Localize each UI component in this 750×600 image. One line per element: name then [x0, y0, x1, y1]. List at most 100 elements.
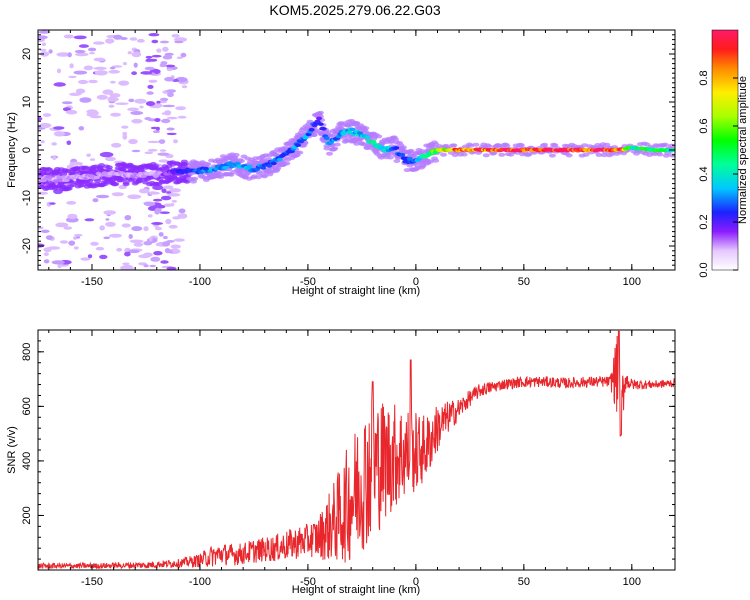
- heatmap-cell: [156, 48, 162, 53]
- heatmap-cell: [158, 159, 169, 163]
- heatmap-cell: [99, 225, 105, 231]
- heatmap-cell: [472, 142, 480, 147]
- heatmap-cell: [147, 214, 153, 218]
- heatmap-cell: [159, 40, 170, 44]
- heatmap-cell: [204, 162, 212, 167]
- colorbar-tick-label: 0.8: [698, 70, 710, 85]
- heatmap-cell: [164, 203, 172, 207]
- heatmap-cell: [73, 246, 79, 250]
- heatmap-cell: [148, 33, 160, 37]
- heatmap-cell: [302, 135, 309, 140]
- heatmap-cell: [295, 143, 301, 147]
- heatmap-cell: [105, 156, 116, 162]
- heatmap-cell: [392, 137, 400, 142]
- heatmap-cell: [166, 89, 176, 93]
- colorbar-tick-label: 0.4: [698, 166, 710, 181]
- heatmap-cell: [63, 226, 73, 230]
- heatmap-cell: [143, 264, 149, 268]
- heatmap-cell: [656, 152, 664, 157]
- heatmap-cell: [157, 152, 170, 156]
- spectrogram-xlabel: Height of straight line (km): [292, 285, 420, 297]
- heatmap-cell: [154, 226, 162, 231]
- heatmap-cell: [326, 151, 333, 156]
- heatmap-cell: [115, 102, 129, 105]
- heatmap-cell: [47, 246, 61, 250]
- heatmap-cell: [503, 143, 511, 148]
- heatmap-cell: [88, 79, 98, 84]
- heatmap-cell: [274, 166, 282, 171]
- heatmap-cell: [399, 145, 407, 150]
- heatmap-cell: [93, 175, 100, 180]
- y-tick-label: 10: [21, 96, 33, 108]
- heatmap-cell: [38, 175, 43, 179]
- heatmap-cell: [144, 151, 154, 155]
- heatmap-cell: [254, 175, 262, 180]
- heatmap-cell: [41, 178, 47, 183]
- y-tick-label: 800: [21, 343, 33, 361]
- heatmap-cell: [152, 164, 160, 169]
- heatmap-cell: [346, 130, 353, 135]
- heatmap-cell: [107, 97, 119, 102]
- heatmap-cell: [127, 266, 134, 270]
- heatmap-cell: [43, 259, 50, 264]
- heatmap-cell: [432, 158, 440, 163]
- heatmap-cell: [237, 159, 245, 163]
- colorbar: 0.0 0.2 0.4 0.6 0.8 Normalized spectral ampl…: [698, 29, 749, 278]
- heatmap-cell: [375, 134, 383, 139]
- heatmap-cell: [131, 71, 138, 76]
- heatmap-cell: [99, 151, 114, 158]
- heatmap-cell: [161, 118, 171, 124]
- y-tick-label: 20: [21, 48, 33, 60]
- heatmap-cell: [42, 42, 46, 46]
- heatmap-cell: [110, 112, 121, 117]
- heatmap-cell: [73, 70, 88, 75]
- heatmap-cell: [128, 98, 135, 103]
- heatmap-cell: [80, 257, 91, 261]
- heatmap-cell: [111, 142, 122, 148]
- y-tick-label: -10: [21, 190, 33, 206]
- y-tick-label: 200: [21, 506, 33, 524]
- heatmap-cell: [108, 104, 115, 108]
- heatmap-cell: [38, 35, 48, 40]
- heatmap-cell: [119, 37, 128, 40]
- heatmap-cell: [148, 191, 157, 195]
- heatmap-cell: [153, 251, 163, 256]
- heatmap-cell: [296, 150, 304, 155]
- heatmap-cell: [108, 69, 121, 74]
- x-tick-label: 50: [518, 276, 530, 288]
- heatmap-cell: [56, 52, 70, 57]
- heatmap-cell: [56, 175, 63, 180]
- heatmap-cell: [246, 164, 253, 169]
- heatmap-cell: [111, 192, 124, 197]
- heatmap-cell: [173, 139, 178, 144]
- heatmap-cell: [127, 51, 132, 55]
- heatmap-cell: [105, 218, 110, 221]
- heatmap-cell: [139, 105, 144, 109]
- heatmap-cell: [143, 201, 156, 207]
- heatmap-cell: [98, 163, 105, 168]
- heatmap-cell: [75, 235, 81, 239]
- heatmap-cell: [40, 51, 50, 57]
- heatmap-cell: [140, 71, 153, 75]
- heatmap-cell: [87, 254, 93, 259]
- heatmap-cell: [145, 55, 153, 59]
- heatmap-cell: [176, 56, 184, 60]
- heatmap-cell: [482, 153, 490, 158]
- heatmap-cell: [49, 202, 56, 205]
- heatmap-cell: [323, 136, 330, 140]
- heatmap-cell: [138, 188, 150, 194]
- heatmap-cell: [166, 116, 178, 120]
- heatmap-cell: [63, 178, 70, 182]
- heatmap-cell: [105, 165, 113, 170]
- x-tick-label: 50: [518, 576, 530, 588]
- x-tick-label: 0: [413, 576, 419, 588]
- y-tick-label: 400: [21, 452, 33, 470]
- heatmap-cell: [166, 127, 175, 131]
- heatmap-cell: [149, 58, 158, 62]
- heatmap-cell: [160, 97, 169, 102]
- heatmap-cell: [261, 174, 269, 179]
- heatmap-cell: [130, 111, 144, 115]
- snr-axes: -150 -100 -50 0 50 100 200 400 600 800: [21, 329, 676, 588]
- heatmap-cell: [151, 222, 164, 225]
